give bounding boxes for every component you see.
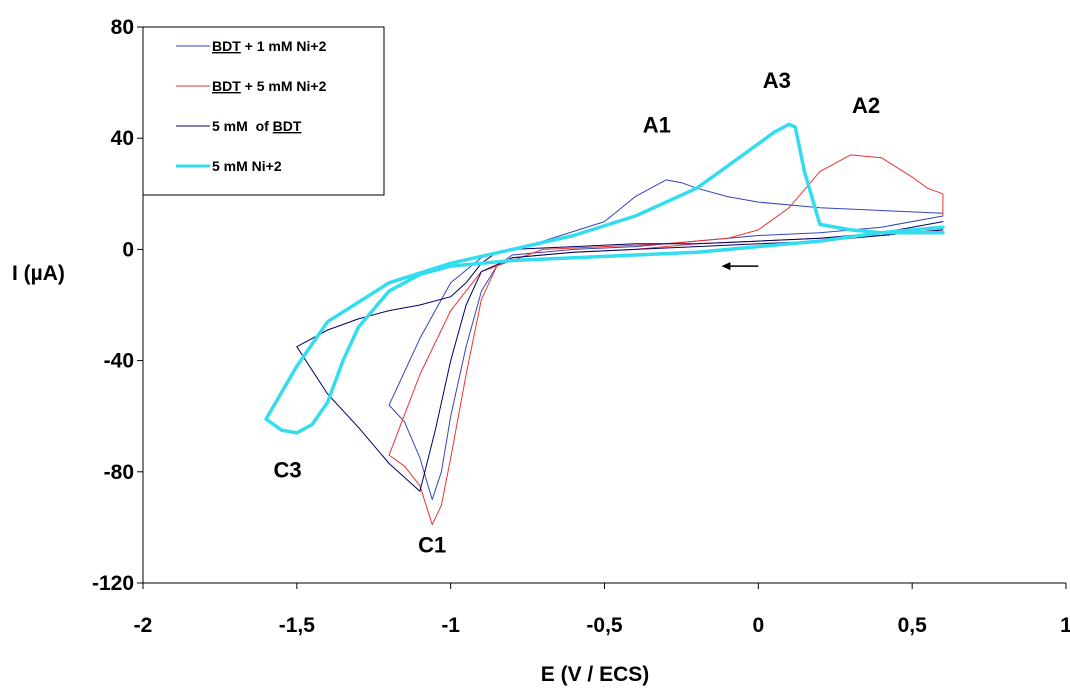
legend-label-part: + 5 mM Ni+2 <box>241 78 327 94</box>
y-tick-label: -120 <box>92 572 134 595</box>
legend-label-part: BDT <box>273 118 302 134</box>
x-tick-label: -0,5 <box>586 614 623 637</box>
x-axis-title: E (V / ECS) <box>541 663 650 686</box>
legend-label: BDT + 5 mM Ni+2 <box>212 78 327 94</box>
legend-label-part: + 1 mM Ni+2 <box>241 38 327 54</box>
series-line-3 <box>296 221 944 492</box>
legend-label-part: BDT <box>212 78 241 94</box>
x-tick-label: -2 <box>134 614 153 637</box>
y-tick-label: 0 <box>122 238 134 261</box>
legend-label-part: 5 mM Ni+2 <box>212 158 282 174</box>
peak-label: A1 <box>643 113 671 138</box>
plot-series <box>264 122 945 526</box>
legend-label-part: BDT <box>212 38 241 54</box>
peak-label: A3 <box>763 68 791 93</box>
y-tick-label: -40 <box>104 350 134 373</box>
axes: -120 -80 -40 0 40 80 -2 -1,5 -1 -0,5 0 0,5 1 <box>92 16 1070 637</box>
x-tick-label: -1,5 <box>279 614 316 637</box>
series-line-1 <box>388 179 944 501</box>
y-tick-label: 40 <box>111 127 134 150</box>
annotations: A1 A3 A2 C3 C1 <box>274 68 881 557</box>
legend-label-part: 5 mM of <box>212 118 273 134</box>
peak-label: C1 <box>418 532 446 557</box>
y-tick-label: 80 <box>111 16 134 39</box>
series-line-4 <box>264 122 945 435</box>
peak-label: A2 <box>852 93 880 118</box>
legend-label: 5 mM Ni+2 <box>212 158 282 174</box>
peak-label: C3 <box>274 457 302 482</box>
legend-label: BDT + 1 mM Ni+2 <box>212 38 327 54</box>
arrow-head-icon <box>721 262 731 271</box>
y-axis-title: I (µA) <box>12 262 65 285</box>
x-tick-label: 0 <box>752 614 764 637</box>
legend-label: 5 mM of BDT <box>212 118 302 134</box>
y-tick-label: -80 <box>104 461 134 484</box>
x-tick-label: 1 <box>1060 614 1070 637</box>
x-tick-label: -1 <box>441 614 460 637</box>
x-tick-label: 0,5 <box>898 614 928 637</box>
series-line-2 <box>388 154 944 526</box>
